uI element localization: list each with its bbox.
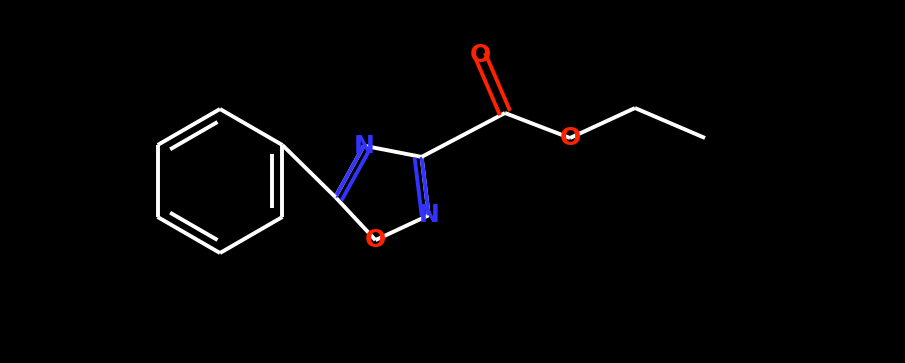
Text: O: O xyxy=(470,43,491,67)
Text: N: N xyxy=(418,203,439,227)
Text: N: N xyxy=(354,134,375,158)
Text: O: O xyxy=(365,228,386,252)
Text: O: O xyxy=(559,126,581,150)
